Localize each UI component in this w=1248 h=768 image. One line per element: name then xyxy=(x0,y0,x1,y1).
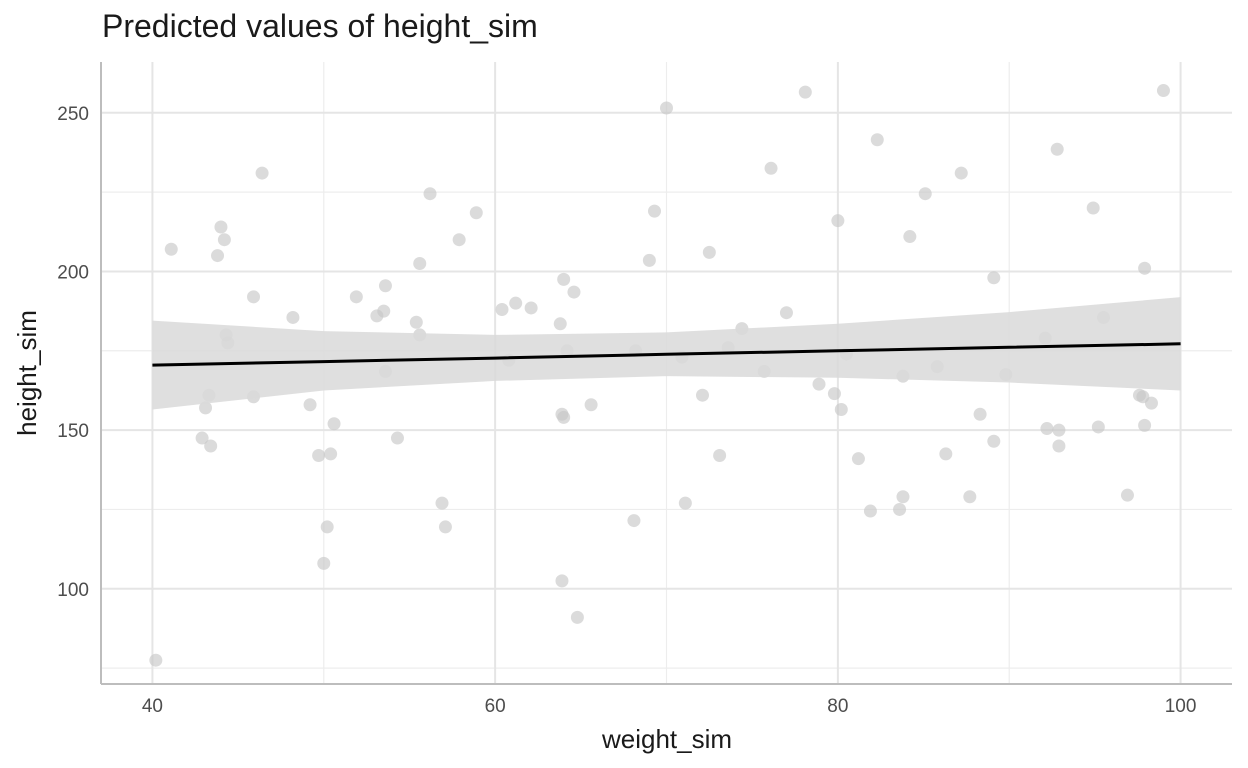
data-point xyxy=(555,574,569,588)
tick-labels: 40 60 80 100 100 150 200 250 xyxy=(57,104,1196,717)
data-point xyxy=(317,556,331,570)
data-point xyxy=(812,377,826,391)
data-point xyxy=(695,388,709,402)
data-point xyxy=(435,496,449,510)
data-point xyxy=(557,272,571,286)
data-point xyxy=(452,233,466,247)
data-point xyxy=(423,187,437,201)
data-point xyxy=(199,401,213,415)
data-point xyxy=(255,166,269,180)
x-tick-label: 80 xyxy=(827,696,848,717)
data-point xyxy=(779,306,793,320)
data-point xyxy=(286,310,300,324)
data-point xyxy=(834,402,848,416)
data-point xyxy=(648,204,662,218)
data-point xyxy=(973,407,987,421)
axis-layer xyxy=(100,62,1232,685)
data-point xyxy=(409,315,423,329)
data-point xyxy=(893,502,907,516)
data-point xyxy=(524,301,538,315)
x-tick-label: 40 xyxy=(142,696,163,717)
data-point xyxy=(1120,488,1134,502)
data-point xyxy=(764,161,778,175)
fit-line xyxy=(152,342,1181,367)
data-point xyxy=(327,417,341,431)
data-point xyxy=(214,220,228,234)
data-point xyxy=(1086,201,1100,215)
data-point xyxy=(553,317,567,331)
data-point xyxy=(570,610,584,624)
fit-layer xyxy=(152,297,1181,410)
data-point xyxy=(149,653,163,667)
data-point xyxy=(987,434,1001,448)
data-point xyxy=(1050,142,1064,156)
data-point xyxy=(939,447,953,461)
data-point xyxy=(204,439,218,453)
data-point xyxy=(378,279,392,293)
data-point xyxy=(713,449,727,463)
data-point xyxy=(1052,439,1066,453)
data-point xyxy=(627,514,641,528)
data-point xyxy=(320,520,334,534)
data-point xyxy=(987,271,1001,285)
data-point xyxy=(1136,390,1150,404)
data-point xyxy=(247,290,261,304)
y-tick-label: 150 xyxy=(57,421,89,442)
data-point xyxy=(827,387,841,401)
data-point xyxy=(390,431,404,445)
data-point xyxy=(798,85,812,99)
y-tick-label: 200 xyxy=(57,262,89,283)
data-point xyxy=(509,296,523,310)
data-point xyxy=(164,242,178,256)
data-point xyxy=(377,304,391,318)
data-point xyxy=(863,504,877,518)
data-point xyxy=(1040,422,1054,436)
data-point xyxy=(413,257,427,271)
data-point xyxy=(195,431,209,445)
y-tick-label: 250 xyxy=(57,104,89,125)
x-tick-label: 100 xyxy=(1165,696,1197,717)
data-point xyxy=(567,285,581,299)
data-point xyxy=(303,398,317,412)
data-point xyxy=(870,133,884,147)
data-point xyxy=(918,187,932,201)
data-point xyxy=(963,490,977,504)
data-point xyxy=(1138,261,1152,275)
data-point xyxy=(217,233,231,247)
data-point xyxy=(495,303,509,317)
data-point xyxy=(702,245,716,259)
data-point xyxy=(557,410,571,424)
data-point xyxy=(211,249,225,263)
y-tick-label: 100 xyxy=(57,580,89,601)
data-point xyxy=(896,490,910,504)
x-tick-label: 60 xyxy=(485,696,506,717)
data-point xyxy=(1156,84,1170,98)
data-point xyxy=(312,449,326,463)
data-point xyxy=(1052,423,1066,437)
data-point xyxy=(438,520,452,534)
chart-title: Predicted values of height_sim xyxy=(102,8,538,44)
data-point xyxy=(642,253,656,267)
data-point xyxy=(1138,418,1152,432)
data-point xyxy=(469,206,483,220)
data-point xyxy=(851,452,865,466)
data-point xyxy=(831,214,845,228)
data-point xyxy=(660,101,673,115)
data-point xyxy=(324,447,338,461)
y-axis-title: height_sim xyxy=(12,310,42,436)
data-point xyxy=(954,166,968,180)
data-point xyxy=(678,496,692,510)
data-point xyxy=(349,290,363,304)
data-point xyxy=(903,230,917,244)
x-axis-title: weight_sim xyxy=(601,724,732,754)
data-point xyxy=(1091,420,1105,434)
data-point xyxy=(584,398,598,412)
